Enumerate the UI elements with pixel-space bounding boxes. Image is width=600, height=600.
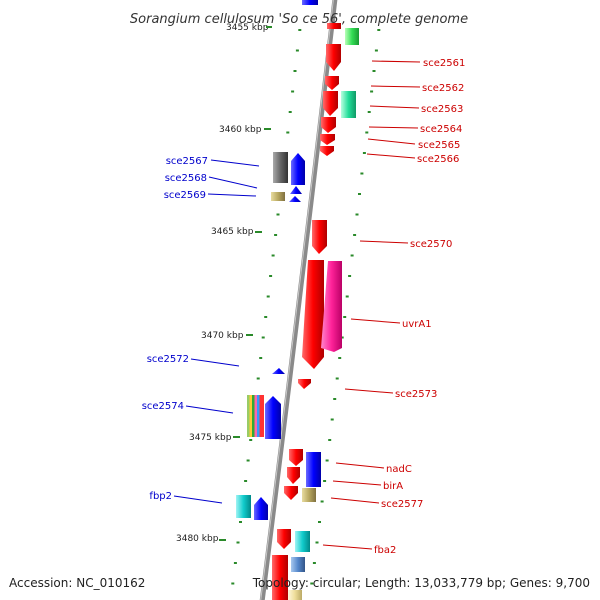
gene-arrow-fba2-cyan xyxy=(295,531,310,552)
gene-label-nadC: nadC xyxy=(386,464,412,475)
accession-text: Accession: NC_010162 xyxy=(9,576,145,590)
gene-label-birA: birA xyxy=(383,481,403,492)
forward-strand-genes xyxy=(272,23,359,600)
leader-lines xyxy=(173,60,421,550)
gene-arrow-sce2568 xyxy=(290,186,302,194)
gene-arrow-uvrA1-pink xyxy=(321,261,342,352)
gene-arrow-bottom-cream xyxy=(288,590,302,600)
gene-arrow-sce2567-blue xyxy=(291,153,305,185)
gene-arrow-sce2569-blue xyxy=(289,196,301,202)
topology-text: Topology: circular; Length: 13,033,779 b… xyxy=(252,576,590,590)
gene-arrow-sce2567-gray xyxy=(273,152,288,183)
gene-label-fba2: fba2 xyxy=(374,545,396,556)
gene-arrow-sce2573 xyxy=(298,379,311,389)
gene-label-sce2563: sce2563 xyxy=(421,104,463,115)
gene-arrow-fbp2-cyan xyxy=(236,495,251,518)
gene-arrow-birA xyxy=(287,467,300,484)
gene-arrow-bottom-steel xyxy=(291,557,305,572)
map-title: Sorangium cellulosum 'So ce 56', complet… xyxy=(130,12,468,27)
gene-arrow-sce2572 xyxy=(272,368,285,374)
gene-label-sce2567: sce2567 xyxy=(166,156,208,167)
scale-label-ticks xyxy=(219,26,272,541)
gene-label-sce2562: sce2562 xyxy=(422,83,464,94)
gene-arrow-sce2563-red xyxy=(323,91,338,116)
gene-arrow-fbp2-blue xyxy=(254,497,268,520)
scale-labels: 3455 kbp 3460 kbp 3465 kbp 3470 kbp 3475… xyxy=(176,23,269,544)
gene-arrow-sce2577-red xyxy=(284,486,298,500)
genome-backbone-highlight xyxy=(260,0,334,600)
gene-label-sce2572: sce2572 xyxy=(147,354,189,365)
scale-label-3475: 3475 kbp xyxy=(189,433,232,443)
gene-arrow-sce2566 xyxy=(320,146,334,156)
gene-arrow-sce2569-khaki xyxy=(271,192,285,201)
gene-arrow-sce2564 xyxy=(321,117,336,133)
scale-label-3470: 3470 kbp xyxy=(201,331,244,341)
gene-arrow-sce2574-multi xyxy=(247,395,264,437)
gene-arrow-top-green xyxy=(345,28,359,45)
scale-label-3460: 3460 kbp xyxy=(219,125,262,135)
scale-label-3465: 3465 kbp xyxy=(211,227,254,237)
gene-label-sce2573: sce2573 xyxy=(395,389,437,400)
gene-arrow-sce2577-khaki xyxy=(302,488,316,502)
gene-arrow-bottom-red xyxy=(272,555,288,600)
gene-label-sce2577: sce2577 xyxy=(381,499,423,510)
gene-arrow-nadC-blue xyxy=(306,452,321,487)
gene-arrow-sce2561-b xyxy=(326,44,341,71)
gene-label-sce2569: sce2569 xyxy=(164,190,206,201)
gene-arrow-sce2561 xyxy=(327,23,341,29)
gene-label-sce2574: sce2574 xyxy=(142,401,184,412)
gene-arrow-uvrA1-red xyxy=(302,260,324,369)
scale-label-3455: 3455 kbp xyxy=(226,23,269,33)
gene-arrow-top-blue xyxy=(302,0,318,5)
gene-label-fbp2: fbp2 xyxy=(149,491,172,502)
gene-arrow-sce2574-blue xyxy=(265,396,281,439)
gene-arrow-sce2562 xyxy=(325,76,339,90)
gene-label-sce2566: sce2566 xyxy=(417,154,459,165)
gene-label-sce2568: sce2568 xyxy=(165,173,207,184)
gene-arrow-sce2570 xyxy=(312,220,327,254)
gene-arrow-fba2-red xyxy=(277,529,291,549)
reverse-gene-labels: sce2567 sce2568 sce2569 sce2572 sce2574 … xyxy=(142,156,208,502)
gene-label-sce2570: sce2570 xyxy=(410,239,452,250)
gene-label-sce2564: sce2564 xyxy=(420,124,462,135)
gene-label-sce2565: sce2565 xyxy=(418,140,460,151)
gene-arrow-sce2565 xyxy=(320,134,335,145)
scale-label-3480: 3480 kbp xyxy=(176,534,219,544)
gene-label-uvrA1: uvrA1 xyxy=(402,319,432,330)
reverse-strand-genes xyxy=(236,0,318,520)
gene-arrow-nadC-a xyxy=(289,449,303,466)
forward-gene-labels: sce2561 sce2562 sce2563 sce2564 sce2565 … xyxy=(374,58,465,556)
gene-label-sce2561: sce2561 xyxy=(423,58,465,69)
gene-arrow-sce2563-teal xyxy=(341,91,356,118)
